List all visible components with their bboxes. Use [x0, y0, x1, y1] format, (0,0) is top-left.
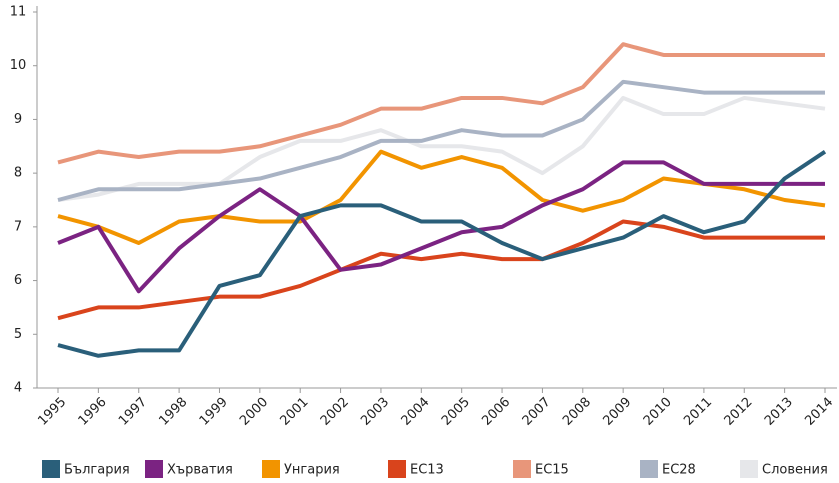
- x-tick-label: 2003: [358, 395, 392, 429]
- x-tick-label: 2005: [439, 395, 473, 429]
- legend-label: Хърватия: [167, 463, 233, 478]
- legend-label: ЕС28: [662, 463, 696, 478]
- line-series: [57, 79, 825, 202]
- x-tick-label: 1998: [156, 395, 190, 429]
- line-series: [57, 95, 826, 202]
- line-series: [57, 219, 825, 321]
- x-tick-label: 2006: [479, 395, 513, 429]
- x-tick-label: 1996: [76, 395, 110, 429]
- y-tick-label: 10: [10, 58, 27, 73]
- line-series: [57, 149, 827, 358]
- x-tick-label: 2004: [399, 395, 433, 429]
- x-tick-label: 1999: [197, 395, 231, 429]
- legend-swatch: [42, 460, 60, 478]
- y-tick-label: 11: [10, 5, 27, 20]
- x-tick-label: 2010: [641, 395, 675, 429]
- legend-label: България: [64, 463, 130, 478]
- y-tick-label: 9: [14, 112, 22, 127]
- y-tick-label: 4: [14, 381, 22, 396]
- x-tick-label: 2013: [762, 395, 796, 429]
- legend-label: ЕС15: [535, 463, 569, 478]
- legend-swatch: [262, 460, 280, 478]
- x-tick-label: 2011: [681, 395, 715, 429]
- legend-swatch: [145, 460, 163, 478]
- x-tick-label: 2002: [318, 395, 352, 429]
- x-tick-label: 1995: [35, 395, 69, 429]
- x-tick-label: 2009: [600, 395, 634, 429]
- legend-label: Унгария: [284, 463, 340, 478]
- legend-swatch: [640, 460, 658, 478]
- x-tick-label: 1997: [116, 395, 150, 429]
- x-tick-label: 2001: [278, 395, 312, 429]
- y-tick-label: 5: [14, 327, 22, 342]
- x-tick-label: 2008: [560, 395, 594, 429]
- legend-swatch: [388, 460, 406, 478]
- x-tick-label: 2007: [520, 395, 554, 429]
- legend-swatch: [513, 460, 531, 478]
- y-tick-label: 7: [14, 219, 22, 234]
- y-tick-label: 6: [14, 273, 22, 288]
- line-series: [57, 42, 825, 165]
- legend-label: Словения: [762, 463, 828, 478]
- line-series: [57, 160, 825, 294]
- y-tick-label: 8: [14, 166, 22, 181]
- x-tick-label: 2012: [722, 395, 756, 429]
- line-series: [57, 149, 826, 245]
- legend-swatch: [740, 460, 758, 478]
- legend-label: ЕС13: [410, 463, 444, 478]
- x-tick-label: 2014: [802, 395, 836, 429]
- x-tick-label: 2000: [237, 395, 271, 429]
